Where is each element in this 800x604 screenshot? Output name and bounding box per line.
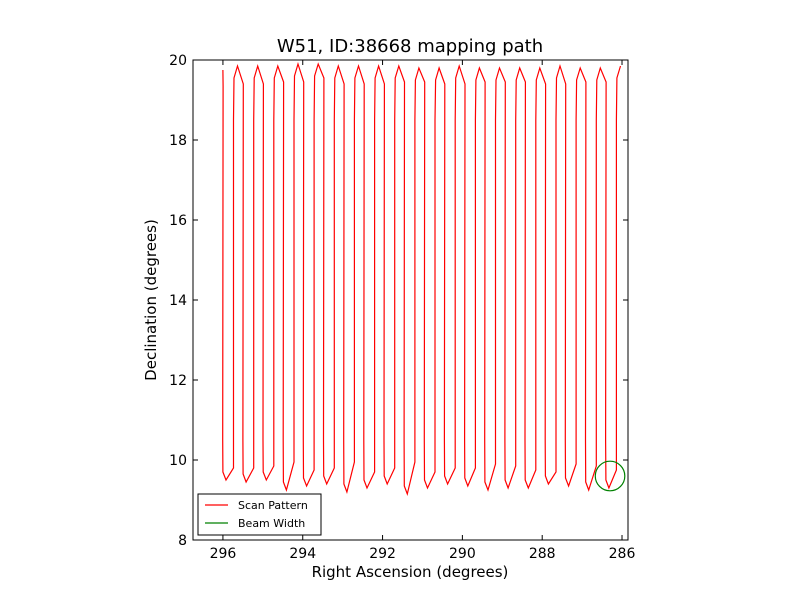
x-tick-label: 286 — [609, 546, 636, 562]
plot-frame — [192, 59, 629, 541]
x-tick-label: 294 — [289, 546, 316, 562]
legend-frame — [197, 493, 322, 536]
x-axis: 296 294 292 290 288 286 — [210, 60, 636, 562]
y-axis: 8 10 12 14 16 18 20 — [169, 53, 628, 549]
x-tick-label: 288 — [529, 546, 556, 562]
legend-entry-beam-width: Beam Width — [238, 517, 305, 530]
y-tick-label: 16 — [169, 213, 187, 229]
y-tick-label: 20 — [169, 53, 187, 69]
series-layer — [222, 61, 626, 497]
y-axis-label: Declination (degrees) — [142, 219, 160, 381]
x-tick-label: 292 — [369, 546, 396, 562]
beam-width-circle — [594, 460, 626, 492]
y-tick-label: 14 — [169, 293, 187, 309]
x-tick-label: 290 — [449, 546, 476, 562]
y-tick-label: 12 — [169, 373, 187, 389]
x-axis-label: Right Ascension (degrees) — [312, 563, 509, 581]
legend: Scan Pattern Beam Width — [197, 493, 322, 536]
x-tick-label: 296 — [210, 546, 237, 562]
scan-pattern-line — [222, 61, 622, 497]
y-tick-label: 10 — [169, 453, 187, 469]
legend-entry-scan-pattern: Scan Pattern — [238, 499, 308, 512]
y-tick-label: 18 — [169, 133, 187, 149]
y-tick-label: 8 — [178, 533, 187, 549]
chart-title: W51, ID:38668 mapping path — [277, 36, 543, 57]
